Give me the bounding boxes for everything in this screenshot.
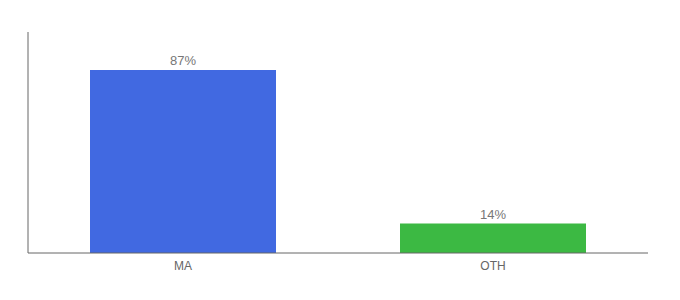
svg-text:MA: MA (174, 259, 192, 273)
svg-text:14%: 14% (480, 207, 506, 222)
svg-text:87%: 87% (170, 53, 196, 68)
svg-text:OTH: OTH (480, 259, 505, 273)
